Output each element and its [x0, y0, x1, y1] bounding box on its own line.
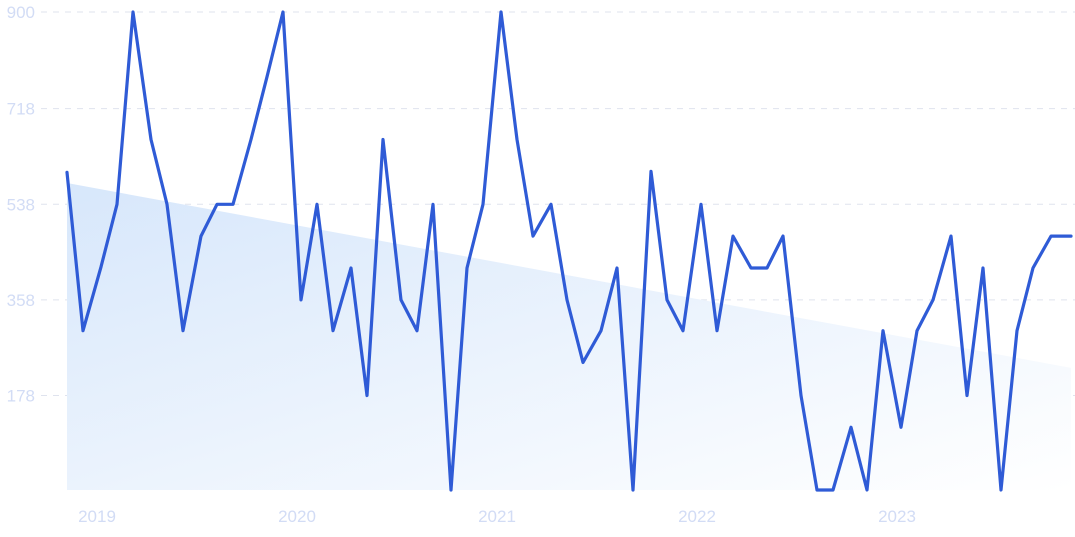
trend-area — [67, 183, 1071, 491]
y-tick-label: 718 — [7, 100, 35, 119]
x-tick-label: 2021 — [478, 507, 516, 526]
y-axis-ticks: 178 358 538 718 900 — [7, 3, 35, 405]
series-line — [65, 10, 1073, 492]
trend-area-fill — [67, 183, 1071, 491]
x-tick-label: 2019 — [78, 507, 116, 526]
y-tick-label: 900 — [7, 3, 35, 22]
y-tick-label: 538 — [7, 195, 35, 214]
x-axis-ticks: 2019 2020 2021 2022 2023 — [78, 507, 916, 526]
x-tick-label: 2022 — [678, 507, 716, 526]
x-tick-label: 2020 — [278, 507, 316, 526]
y-tick-label: 358 — [7, 291, 35, 310]
y-tick-label: 178 — [7, 386, 35, 405]
x-tick-label: 2023 — [878, 507, 916, 526]
series-layer — [65, 10, 1073, 492]
